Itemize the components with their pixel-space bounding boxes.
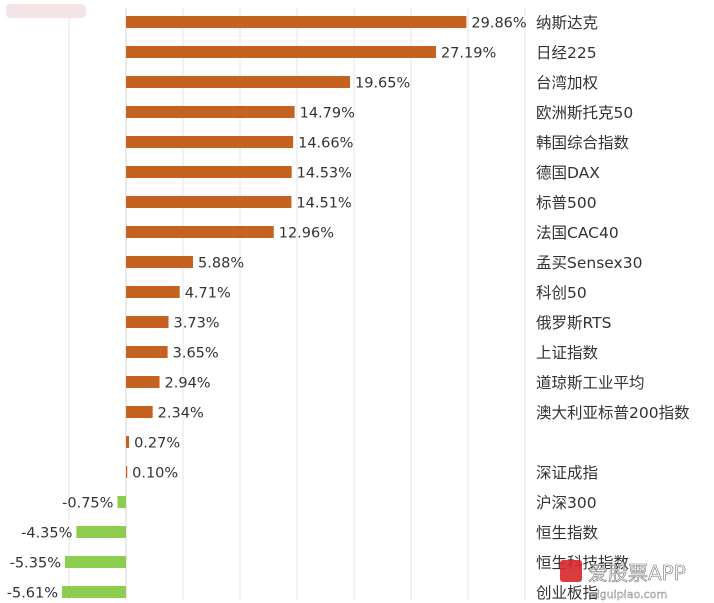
value-label: -5.61%: [7, 586, 58, 602]
watermark-logo-icon: [560, 560, 582, 582]
bar: [126, 316, 169, 328]
value-label: 14.53%: [297, 166, 352, 182]
category-label: 纳斯达克: [536, 14, 598, 32]
bar: [126, 16, 467, 28]
bar: [126, 196, 292, 208]
category-label: 德国DAX: [536, 164, 600, 182]
bar: [126, 466, 128, 478]
category-label: 标普500: [536, 194, 597, 212]
bar: [126, 226, 274, 238]
value-label: 2.34%: [158, 406, 204, 422]
bar: [126, 406, 153, 418]
value-label: 0.10%: [132, 466, 178, 482]
bar: [65, 556, 126, 568]
bar: [62, 586, 126, 598]
bar: [126, 436, 130, 448]
category-label: 恒生科技指数: [536, 554, 630, 572]
bar: [117, 496, 126, 508]
blurred-header: [6, 4, 86, 18]
bars: [62, 16, 467, 598]
value-label: 27.19%: [441, 46, 496, 62]
category-label: 澳大利亚标普200指数: [536, 404, 690, 422]
value-label: 14.66%: [298, 136, 353, 152]
bar: [126, 76, 351, 88]
bar: [126, 286, 180, 298]
category-label: 孟买Sensex30: [536, 254, 642, 272]
grid-lines: [68, 8, 526, 600]
category-label: 科创50: [536, 284, 587, 302]
bar: [126, 46, 436, 58]
category-label: 韩国综合指数: [536, 134, 630, 152]
value-label: 3.73%: [174, 316, 220, 332]
category-label: 深证成指: [536, 464, 598, 482]
category-label: 法国CAC40: [536, 224, 619, 242]
category-label: 沪深300: [536, 494, 597, 512]
value-label: 5.88%: [198, 256, 244, 272]
value-label: 14.79%: [300, 106, 355, 122]
value-label: -0.75%: [62, 496, 113, 512]
value-labels: 29.86% 27.19% 19.65%14.79% 14.66% 14.53% 14.5…: [7, 16, 527, 602]
value-label: -5.35%: [10, 556, 61, 572]
watermark-url: aiguipiao.com: [590, 588, 667, 601]
category-label: 俄罗斯RTS: [536, 314, 611, 332]
bar: [126, 256, 194, 268]
value-label: 29.86%: [471, 16, 526, 32]
value-label: -4.35%: [21, 526, 72, 542]
watermark: 爱股票APP aiguipiao.com: [560, 560, 686, 601]
value-label: 4.71%: [185, 286, 231, 302]
category-label: 台湾加权: [536, 74, 598, 92]
category-label: 日经225: [536, 44, 597, 62]
category-label: 上证指数: [536, 344, 599, 362]
watermark-text: 爱股票APP: [588, 561, 686, 585]
value-label: 19.65%: [355, 76, 410, 92]
bar: [126, 346, 168, 358]
bar: [126, 136, 294, 148]
category-label: 欧洲斯托克50: [536, 104, 633, 122]
category-label: 创业板指: [536, 584, 598, 602]
bar: [126, 166, 292, 178]
value-label: 14.51%: [296, 196, 351, 212]
category-label: 恒生指数: [536, 524, 599, 542]
value-label: 2.94%: [165, 376, 211, 392]
bar: [126, 376, 160, 388]
value-label: 12.96%: [279, 226, 334, 242]
bar: [126, 106, 295, 118]
bar: [76, 526, 126, 538]
value-label: 3.65%: [173, 346, 219, 362]
category-label: 道琼斯工业平均: [536, 374, 645, 392]
value-label: 0.27%: [134, 436, 180, 452]
